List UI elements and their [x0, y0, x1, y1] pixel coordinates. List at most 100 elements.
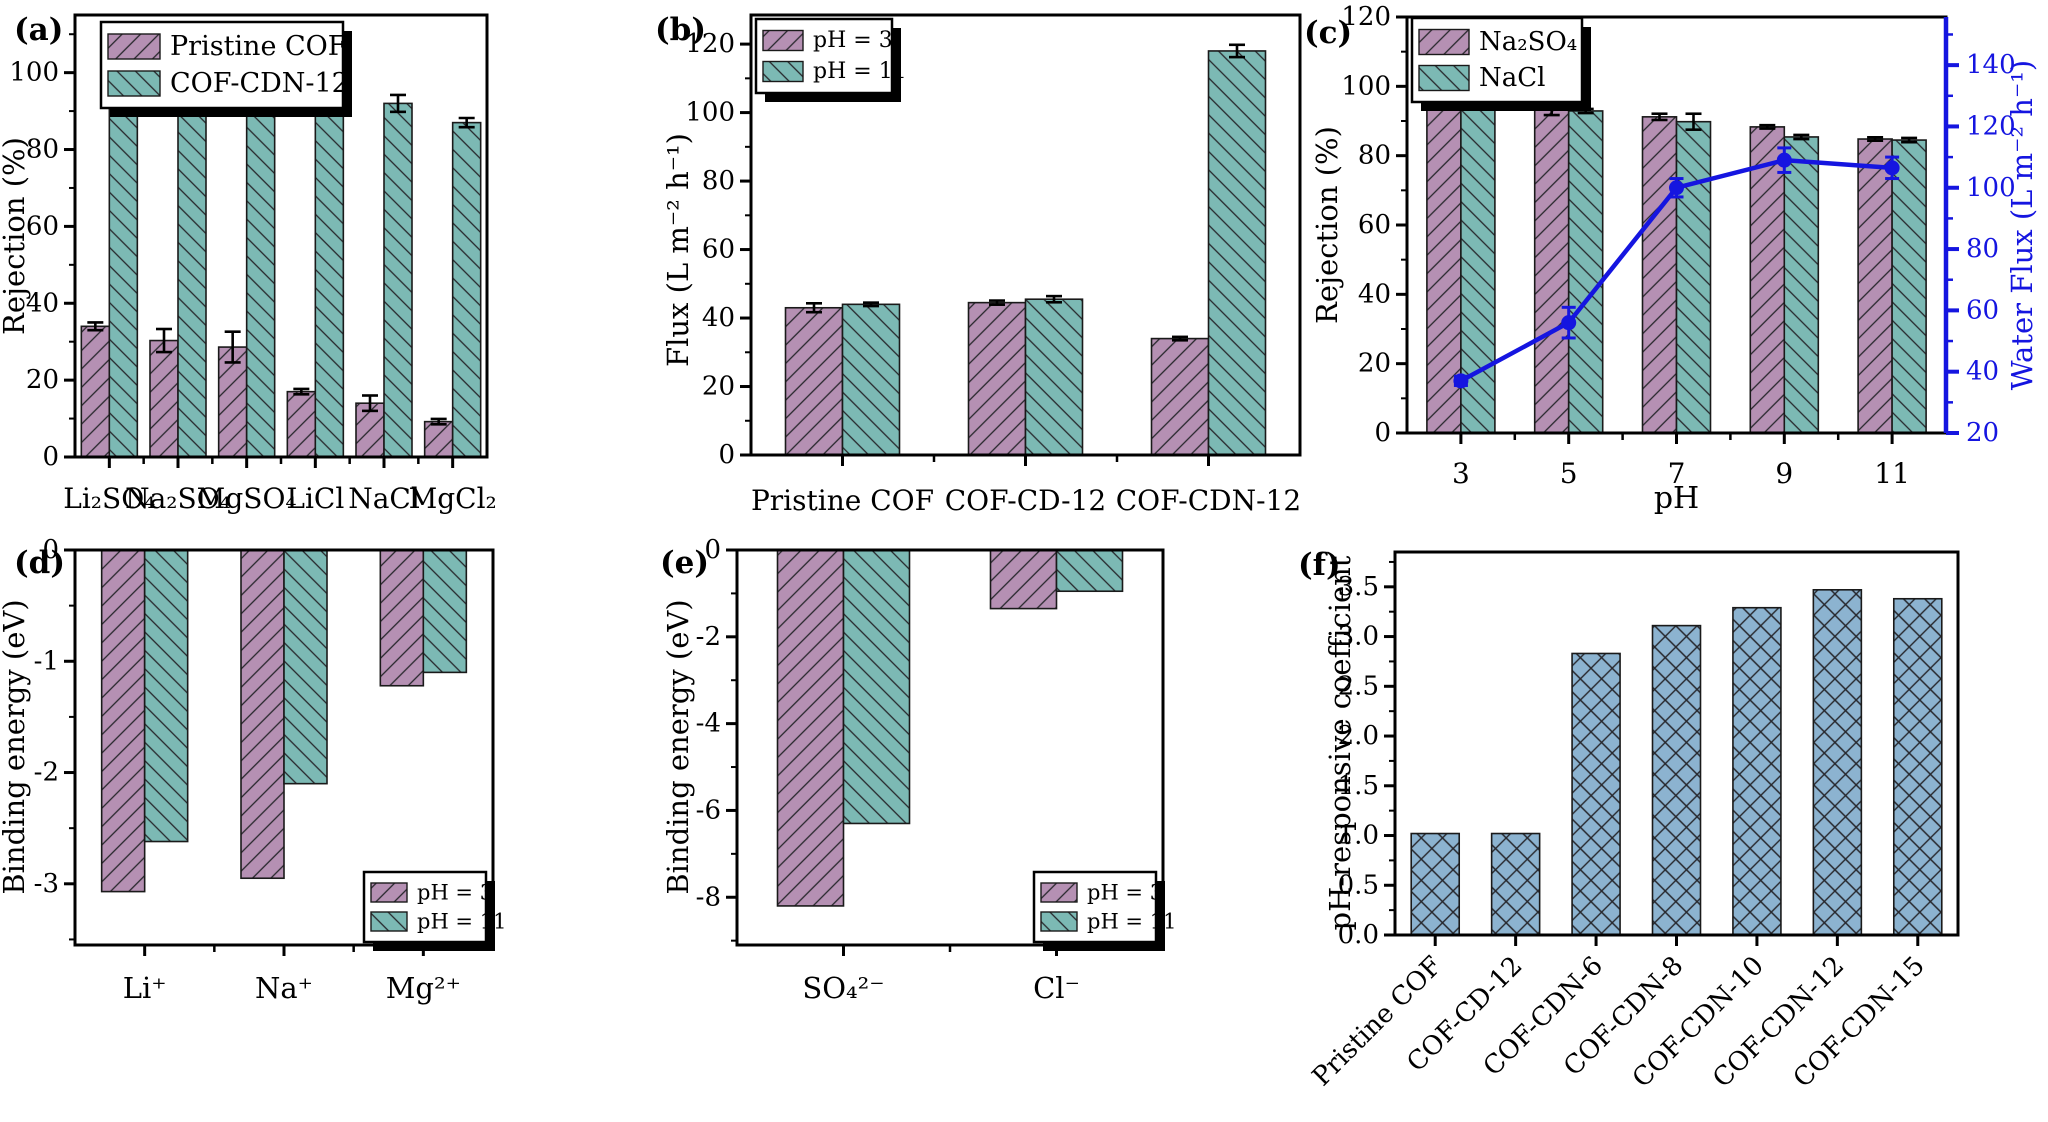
y-tick-label: 120: [685, 29, 735, 59]
panel-b: 0 20 40 60 80 100 120 Pristine COF COF-CD-12 COF-…: [655, 12, 1302, 517]
bar-hatch: [1732, 606, 1782, 936]
bar-hatch: [177, 96, 207, 458]
legend: Pristine COF COF-CDN-12: [99, 20, 352, 117]
bar-hatch: [451, 121, 482, 458]
bar-hatch: [143, 549, 189, 843]
bar-series-1: [80, 321, 454, 458]
y-tick-label: 60: [1358, 210, 1391, 240]
y-axis-title: Flux (L m⁻² h⁻¹): [661, 133, 695, 367]
bar-hatch: [100, 549, 146, 893]
legend-label: pH = 11: [813, 59, 907, 84]
bar-hatch: [784, 306, 844, 456]
bar-hatch: [1783, 136, 1820, 434]
bar-hatch: [1892, 597, 1943, 936]
panel-letter: (c): [1304, 15, 1352, 51]
y-tick-label: -2: [696, 622, 721, 652]
bar-hatch: [1567, 110, 1604, 434]
x-category-label: 7: [1668, 457, 1686, 490]
y-axis-title: Binding energy (eV): [0, 599, 31, 894]
bar-hatch: [1857, 138, 1893, 434]
panel-d: 0 -1 -2 -3 Li⁺ Na⁺ Mg²⁺ Binding energy (eV) (d) p…: [0, 535, 506, 1005]
y-tick-label: 2.5: [1338, 671, 1379, 701]
legend-swatch-hatch: [762, 60, 804, 83]
y2-tick-label: 20: [1966, 418, 1999, 448]
bar-hatch: [1533, 109, 1570, 434]
y-tick-label: -4: [696, 709, 721, 739]
y-tick-label: 1.5: [1338, 771, 1379, 801]
x-category-label: MgSO₄: [197, 482, 297, 515]
y-axis-title: Rejection (%): [0, 137, 31, 335]
bar-hatch: [245, 100, 276, 458]
legend-label: pH = 3: [813, 28, 893, 53]
x-category-label: MgCl₂: [409, 482, 497, 515]
legend-label: pH = 11: [417, 910, 506, 934]
y-tick-label: 100: [1341, 71, 1391, 101]
bar-hatch: [1150, 337, 1210, 456]
y-tick-label: 3.5: [1338, 572, 1379, 602]
y-tick-label: 0: [42, 535, 59, 565]
bar-hatch: [1410, 832, 1461, 936]
y-tick-label: -8: [696, 882, 721, 912]
legend: pH = 3 pH = 11: [1032, 870, 1176, 951]
bar-hatch: [1812, 589, 1863, 936]
x-category-label: Cl⁻: [1033, 971, 1080, 1005]
bar-series-2: [143, 549, 468, 843]
x-category-label: NaCl: [348, 482, 420, 515]
panel-letter: (d): [14, 545, 65, 581]
y-tick-label: 40: [702, 303, 735, 333]
bar-hatch: [967, 301, 1027, 456]
bar-hatch: [1651, 624, 1702, 936]
y-tick-label: 100: [9, 58, 59, 88]
y-tick-label: 80: [26, 135, 59, 165]
y-axis-title: pH-responsive coefficient: [1323, 555, 1357, 930]
y-tick-label: 100: [685, 98, 735, 128]
y-tick-label: 80: [1358, 141, 1391, 171]
bar-hatch: [842, 549, 911, 825]
y2-tick-label: 120: [1966, 111, 2016, 141]
flux-point: [1669, 180, 1684, 196]
y-tick-label: 20: [702, 372, 735, 402]
legend-swatch-hatch: [1418, 64, 1470, 92]
x-category-label: Li₂SO₄: [63, 482, 155, 515]
flux-point: [1884, 160, 1900, 176]
y-tick-label: 60: [26, 211, 59, 241]
legend-swatch-hatch: [1040, 882, 1078, 903]
bar-series-2: [1460, 100, 1927, 434]
y-tick-label: 20: [26, 365, 59, 395]
legend-swatch-hatch: [107, 33, 161, 60]
y-tick-label: 0: [1374, 418, 1391, 448]
y-tick-label: 2.0: [1338, 721, 1379, 751]
bar-hatch: [776, 549, 845, 907]
bar-hatch: [1675, 120, 1712, 434]
y-tick-label: 40: [26, 288, 59, 318]
legend-swatch-hatch: [370, 882, 408, 903]
legend-label: COF-CDN-12: [170, 68, 349, 99]
bar-hatch: [422, 549, 468, 674]
legend-label: NaCl: [1479, 63, 1545, 93]
y-tick-label: -3: [34, 869, 59, 899]
panel-letter: (b): [655, 12, 706, 48]
x-category-label: COF-CDN-12: [1116, 484, 1301, 517]
y-tick-label: -6: [696, 795, 721, 825]
y-tick-label: 0: [42, 442, 59, 472]
bar-hatch: [1207, 50, 1267, 456]
bar-hatch: [1055, 549, 1124, 593]
y-tick-label: 0.5: [1338, 870, 1379, 900]
bar-hatch: [80, 325, 111, 458]
y-tick-label: 0.0: [1338, 920, 1379, 950]
y-tick-label: -1: [34, 646, 59, 676]
legend-label: Pristine COF: [170, 31, 347, 62]
y-axis-title: Rejection (%): [1310, 126, 1344, 324]
legend-swatch-hatch: [1418, 28, 1470, 56]
bar-hatch: [1024, 298, 1084, 456]
y-tick-label: 0: [704, 535, 721, 565]
x-category-label: LiCl: [286, 482, 344, 515]
y-tick-label: 60: [702, 235, 735, 265]
bar-series-1: [1426, 99, 1893, 434]
x-category-label: SO₄²⁻: [802, 971, 884, 1005]
bar-hatch: [108, 92, 139, 458]
bar-hatch: [841, 303, 901, 456]
x-category-label: Li⁺: [123, 971, 167, 1005]
